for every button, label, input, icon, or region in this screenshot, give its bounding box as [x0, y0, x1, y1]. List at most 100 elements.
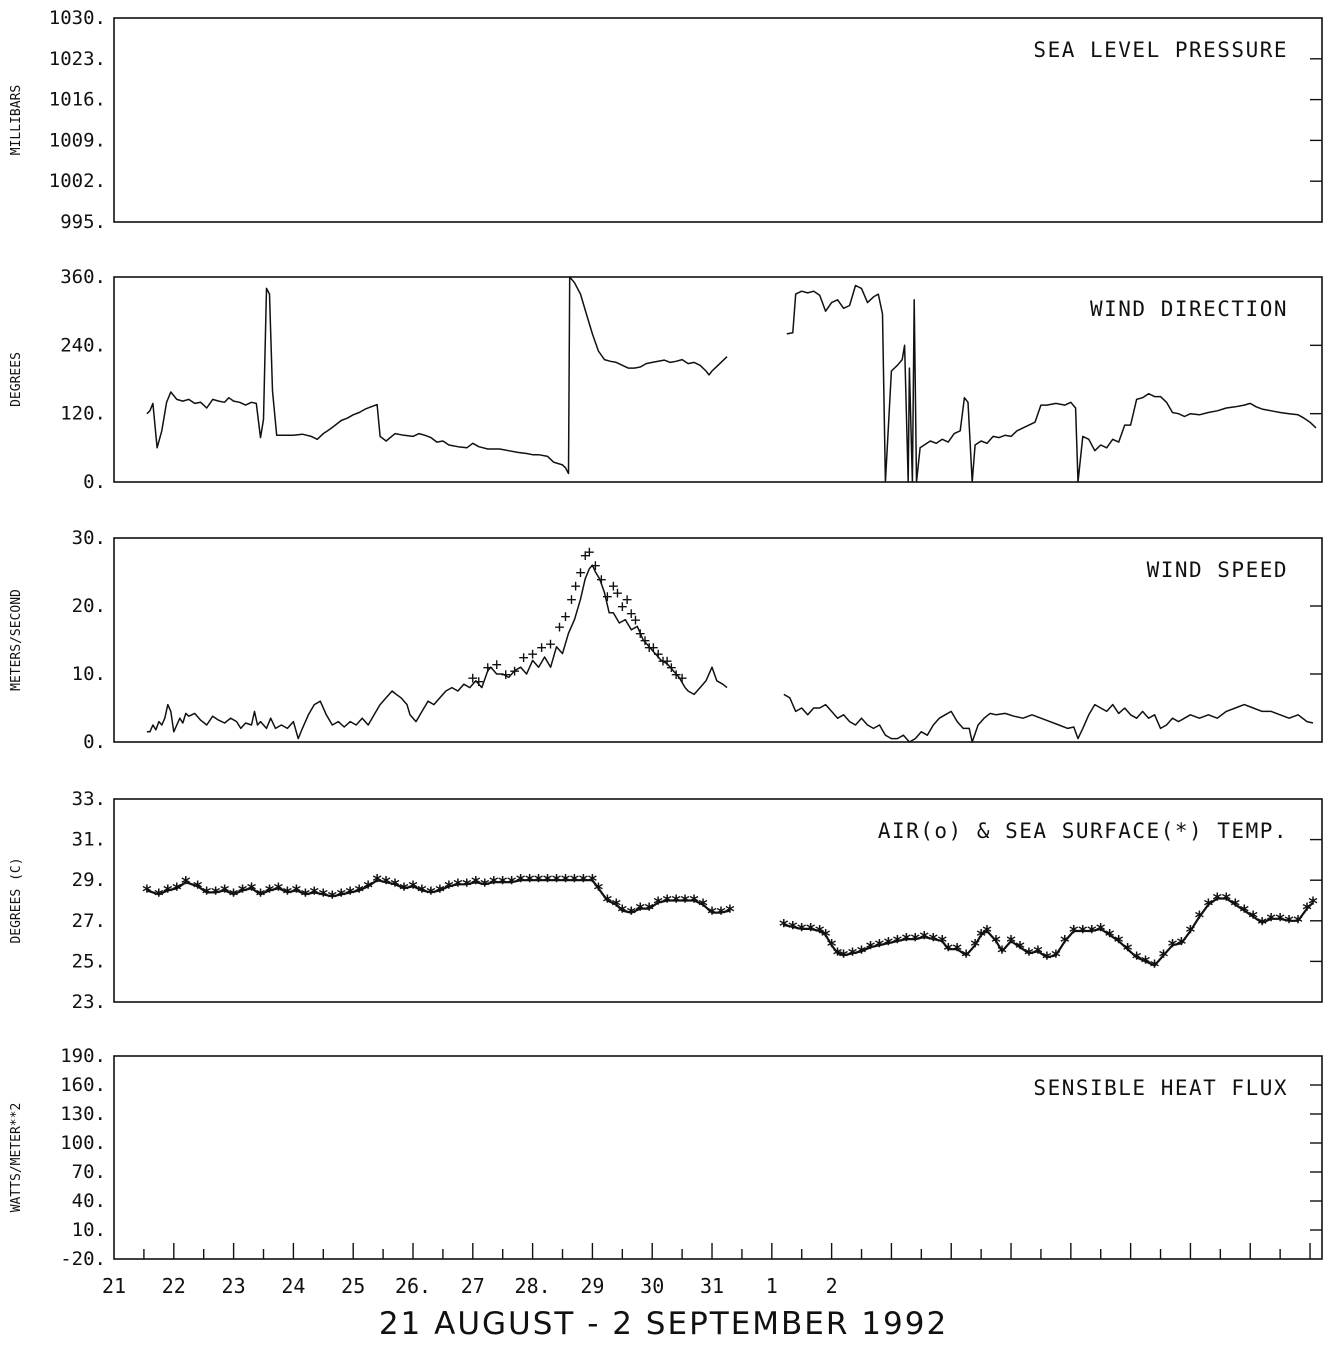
xaxis-tick-label: 22	[162, 1274, 186, 1298]
panel-4-ytick-label: 29.	[72, 869, 106, 891]
panel-3-plus-point-17: +	[584, 543, 594, 563]
panel-4-frame	[113, 798, 1323, 1003]
panel-4-star-point-1-58: *	[653, 894, 664, 915]
panel-2-series-1-line-1	[146, 276, 728, 475]
panel-4-star-point-2-47: *	[1167, 936, 1178, 957]
panel-3-plus-point-16: +	[580, 546, 590, 566]
panel-4-star-point-2-14: *	[883, 934, 894, 955]
panel-3-plus-point-18: +	[590, 556, 600, 576]
panel-3-plus-point-11: +	[554, 617, 564, 637]
panel-4-star-point-1-47: *	[560, 871, 571, 892]
panel-3-ytick-label: 10.	[72, 663, 106, 685]
panel-4-star-point-1-53: *	[611, 896, 622, 917]
xaxis-tick-label: 28.	[515, 1274, 551, 1298]
panel-4-star-point-1-16: *	[282, 883, 293, 904]
xaxis-tick-label: 26.	[395, 1274, 431, 1298]
panel-4-star-point-2-37: *	[1077, 922, 1088, 943]
panel-3-title: WIND SPEED	[1147, 558, 1288, 582]
panel-4-star-point-2-42: *	[1122, 940, 1133, 961]
panel-4-star-point-1-36: *	[461, 875, 472, 896]
panel-4-star-point-2-62: *	[1302, 900, 1313, 921]
panel-4-star-point-1-37: *	[470, 873, 481, 894]
panel-3-frame	[113, 537, 1323, 743]
panel-4-star-point-1-9: *	[219, 881, 230, 902]
panel-5-ytick-label: 160.	[60, 1074, 106, 1096]
panel-4-star-point-2-26: *	[982, 922, 993, 943]
panel-4-star-point-1-24: *	[354, 881, 365, 902]
panel-4-star-point-1-42: *	[515, 871, 526, 892]
panel-4-star-point-1-45: *	[542, 871, 553, 892]
panel-3-plus-point-2: +	[474, 672, 484, 692]
panel-4-star-point-2-28: *	[997, 942, 1008, 963]
panel-4-star-point-1-2: *	[153, 885, 164, 906]
panel-3-ytick-label: 20.	[72, 595, 106, 617]
panel-4-ytick-label: 25.	[72, 950, 106, 972]
panel-4-star-point-2-54: *	[1230, 896, 1241, 917]
panel-3-ytick-label: 30.	[72, 527, 106, 549]
panel-3-plus-point-7: +	[519, 648, 529, 668]
panel-4-star-point-2-5: *	[814, 922, 825, 943]
panel-3-plus-point-14: +	[571, 577, 581, 597]
panel-4-star-point-1-17: *	[291, 881, 302, 902]
panel-4-star-point-1-61: *	[680, 892, 691, 913]
xaxis-tick-label: 30	[640, 1274, 664, 1298]
panel-2-ytick-label: 360.	[60, 266, 106, 288]
panel-2-ytick-label: 240.	[60, 334, 106, 356]
panel-3-plus-point-1: +	[468, 668, 478, 688]
panel-4-star-point-2-19: *	[928, 930, 939, 951]
panel-4-star-point-1-4: *	[171, 879, 182, 900]
panel-1-ytick-label: 1023.	[49, 48, 106, 70]
panel-1-title: SEA LEVEL PRESSURE	[1033, 38, 1288, 62]
panel-4-star-point-2-60: *	[1284, 912, 1295, 933]
panel-4-star-point-1-65: *	[716, 904, 727, 925]
panel-4-star-point-2-17: *	[910, 930, 921, 951]
panel-4-star-point-2-46: *	[1158, 946, 1169, 967]
figure-caption: 21 AUGUST - 2 SEPTEMBER 1992	[378, 1306, 949, 1342]
panel-1-frame	[113, 17, 1323, 223]
panel-1-ylabel: MILLIBARS	[9, 85, 24, 155]
panel-3-plus-point-33: +	[662, 651, 672, 671]
panel-4-star-point-2-1: *	[778, 916, 789, 937]
panel-3-plus-point-34: +	[666, 658, 676, 678]
panel-4-star-point-2-57: *	[1257, 914, 1268, 935]
panel-5-ytick-label: 10.	[72, 1219, 106, 1241]
panel-4-star-point-1-57: *	[644, 900, 655, 921]
panel-4-star-point-1-43: *	[524, 871, 535, 892]
panel-4-star-point-1-27: *	[381, 873, 392, 894]
panel-4-star-point-1-40: *	[497, 873, 508, 894]
panel-4-ytick-label: 33.	[72, 788, 106, 810]
panel-4-star-point-2-13: *	[874, 936, 885, 957]
panel-1-ytick-label: 1016.	[49, 89, 106, 111]
panel-4-star-point-2-44: *	[1140, 952, 1151, 973]
panel-4-star-point-2-25: *	[976, 926, 987, 947]
panel-5-frame	[113, 1055, 1323, 1260]
panel-3-plus-point-29: +	[644, 638, 654, 658]
panel-4-star-point-2-45: *	[1149, 956, 1160, 977]
panel-4-star-point-2-40: *	[1104, 926, 1115, 947]
panel-4-star-point-1-50: *	[587, 871, 598, 892]
panel-4-star-point-2-20: *	[937, 932, 948, 953]
panel-3-plus-point-6: +	[510, 662, 520, 682]
panel-3-plus-point-25: +	[626, 604, 636, 624]
panel-4-star-point-2-36: *	[1068, 922, 1079, 943]
panel-4-star-point-1-30: *	[408, 877, 419, 898]
panel-4-star-point-1-59: *	[662, 892, 673, 913]
xaxis-tick-label: 24	[281, 1274, 305, 1298]
panel-4-star-point-1-1: *	[141, 881, 152, 902]
panel-4-star-point-1-5: *	[180, 873, 191, 894]
panel-4-star-point-2-9: *	[838, 946, 849, 967]
panel-4-star-point-2-53: *	[1221, 889, 1232, 910]
panel-4-star-point-2-48: *	[1176, 934, 1187, 955]
panel-4-star-point-1-56: *	[635, 900, 646, 921]
panel-3-plus-point-9: +	[536, 638, 546, 658]
panel-1-ytick-label: 1030.	[49, 7, 106, 29]
panel-3-plus-point-21: +	[608, 577, 618, 597]
panel-4-star-point-1-39: *	[488, 873, 499, 894]
panel-4-star-point-1-64: *	[707, 904, 718, 925]
panel-2-frame	[113, 276, 1323, 483]
panel-4-star-point-1-44: *	[533, 871, 544, 892]
panel-4-star-point-1-62: *	[689, 892, 700, 913]
panel-3-plus-point-36: +	[677, 668, 687, 688]
panel-4-star-point-2-31: *	[1024, 944, 1035, 965]
